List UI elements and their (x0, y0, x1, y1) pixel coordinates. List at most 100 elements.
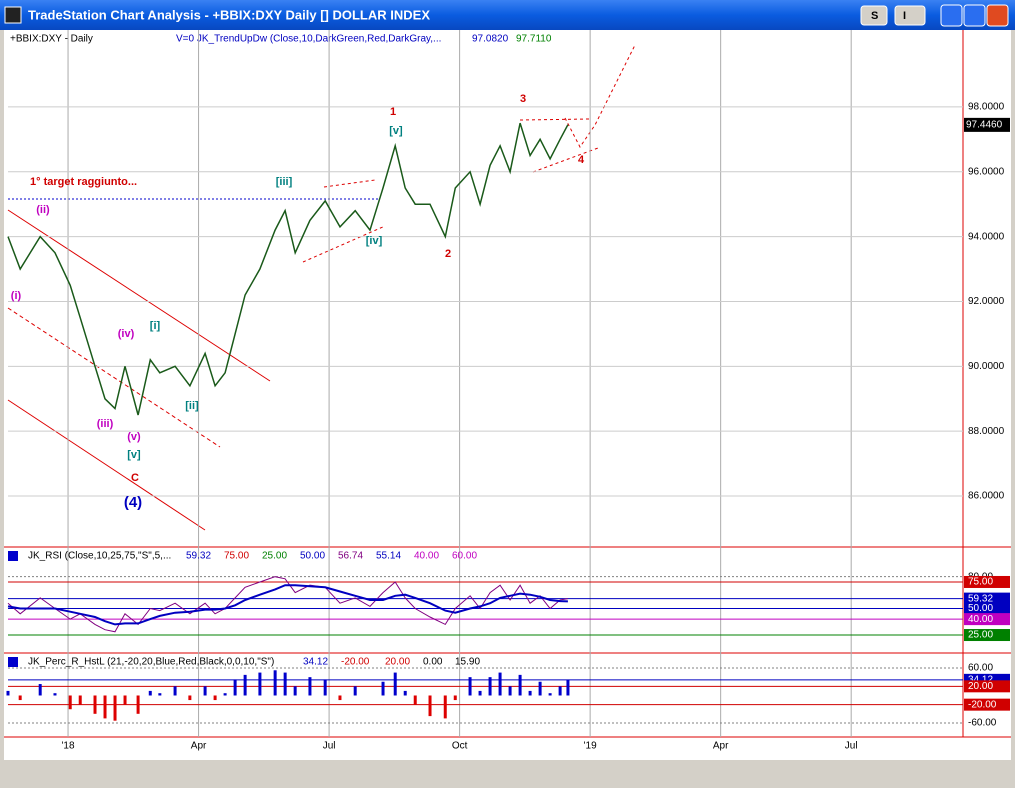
maximize-button[interactable] (963, 4, 986, 27)
level-label: 59.32 (968, 593, 993, 604)
last-price-box (964, 117, 1010, 132)
histogram-bar (308, 677, 312, 696)
histogram-bar (498, 672, 502, 696)
histogram-bar (123, 695, 127, 705)
y-tick-label: 88.0000 (968, 426, 1005, 437)
last-price-label: 97.4460 (966, 120, 1003, 131)
wave-label: (iii) (97, 418, 114, 430)
wave-label: (v) (127, 431, 141, 443)
histogram-bar (538, 681, 542, 696)
header-value: 25.00 (262, 551, 287, 562)
x-tick-label: Apr (713, 741, 729, 752)
histogram-bar (478, 690, 482, 696)
header-value: 59.32 (186, 551, 211, 562)
level-label: -20.00 (968, 699, 997, 710)
level-box (964, 629, 1010, 642)
histogram-bar (413, 695, 417, 705)
wave-label: (i) (11, 290, 22, 302)
histogram-bar (213, 695, 217, 701)
status-bar (0, 760, 1015, 783)
i-button-label[interactable]: I (903, 10, 906, 22)
level-box (964, 680, 1010, 693)
histogram-bar (243, 674, 247, 696)
level-box (964, 613, 1010, 626)
histogram-bar (428, 695, 432, 717)
wave-label: C (131, 472, 139, 484)
rsi-line (7, 576, 568, 633)
histogram-bar (136, 695, 140, 714)
histogram-bar (53, 693, 57, 696)
level-label: 40.00 (968, 614, 993, 625)
histogram-bar (18, 695, 22, 701)
histogram-bar (188, 695, 192, 701)
s-button[interactable] (860, 5, 888, 26)
histogram-bar (258, 672, 262, 696)
indicator-label: V=0 JK_TrendUpDw (Close,10,DarkGreen,Red… (176, 34, 441, 45)
histogram-bar (223, 693, 227, 696)
histogram-bar (528, 690, 532, 696)
histogram-bar (453, 695, 457, 701)
panel-icon (8, 551, 18, 561)
wave-label: [ii] (185, 400, 199, 412)
app-icon (4, 6, 22, 24)
level-box (964, 592, 1010, 605)
x-tick-label: Jul (323, 741, 336, 752)
histogram-bar (338, 695, 342, 701)
histogram-bar (443, 695, 447, 719)
histogram-bar (173, 686, 177, 696)
histogram-bar (233, 679, 237, 696)
y-tick-label: 94.0000 (968, 231, 1005, 242)
histogram-bar (203, 686, 207, 696)
histogram-bar (158, 693, 162, 696)
y-tick-label: 96.0000 (968, 166, 1005, 177)
level-label: -60.00 (968, 718, 997, 729)
wave-label: [v] (127, 449, 141, 461)
x-tick-label: Jul (845, 741, 858, 752)
window-controls: S I (860, 4, 1009, 27)
level-label: 50.00 (968, 603, 993, 614)
level-label: 34.12 (968, 674, 993, 685)
histogram-bar (38, 684, 42, 696)
header-value: 56.74 (338, 551, 363, 562)
y-tick-label: 92.0000 (968, 296, 1005, 307)
header-value: 55.14 (376, 551, 401, 562)
minimize-button[interactable] (940, 4, 963, 27)
wave-label: [iv] (366, 235, 383, 247)
header-value: 60.00 (452, 551, 477, 562)
x-tick-label: Oct (452, 741, 468, 752)
price-line (7, 122, 569, 416)
histogram-bar (488, 677, 492, 696)
histogram-bar (113, 695, 117, 721)
trendlines (7, 44, 636, 531)
panel-label: JK_RSI (Close,10,25,75,"S",5,... (28, 551, 171, 562)
indicator-value: 97.0820 (472, 34, 509, 45)
level-label: 75.00 (968, 577, 993, 588)
y-tick-label: 98.0000 (968, 102, 1005, 113)
title-bar (0, 0, 1015, 30)
header-value: -20.00 (341, 657, 370, 668)
close-button[interactable] (986, 4, 1009, 27)
histogram-bar (68, 695, 72, 710)
header-value: 15.90 (455, 657, 480, 668)
header-value: 0.00 (423, 657, 443, 668)
histogram-bar (393, 672, 397, 696)
wave-label: 1 (390, 106, 396, 118)
window-title: TradeStation Chart Analysis - +BBIX:DXY … (28, 7, 430, 22)
x-tick-label: '19 (584, 741, 597, 752)
histogram-bar (283, 672, 287, 696)
panel-label: JK_Perc_R_HstL (21,-20,20,Blue,Red,Black… (28, 657, 274, 668)
histogram-bar (103, 695, 107, 719)
i-button[interactable] (894, 5, 926, 26)
histogram-bar (148, 690, 152, 696)
chart-area (4, 30, 1011, 760)
s-button-label[interactable]: S (871, 10, 878, 22)
wave-label: (iv) (118, 328, 135, 340)
histogram-bar (558, 686, 562, 696)
rsi-line (7, 584, 568, 626)
x-tick-label: '18 (62, 741, 75, 752)
level-label: 20.00 (968, 681, 993, 692)
histogram-bar (273, 670, 277, 696)
wave-label: [i] (150, 320, 161, 332)
